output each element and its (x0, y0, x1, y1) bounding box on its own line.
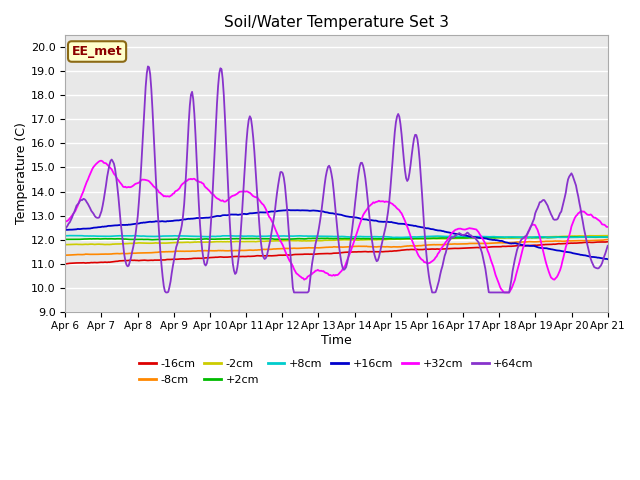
+8cm (366, 234, 374, 240)
Legend: -16cm, -8cm, -2cm, +2cm, +8cm, +16cm, +32cm, +64cm: -16cm, -8cm, -2cm, +2cm, +8cm, +16cm, +3… (135, 355, 538, 389)
+8cm (72, 233, 79, 239)
-16cm (290, 252, 298, 257)
Line: -16cm: -16cm (65, 242, 608, 264)
+16cm (291, 207, 299, 213)
+32cm (392, 204, 400, 210)
-16cm (391, 248, 399, 254)
Line: +64cm: +64cm (65, 66, 608, 292)
-16cm (460, 245, 468, 251)
Line: +8cm: +8cm (65, 236, 608, 238)
-2cm (290, 238, 298, 243)
-2cm (61, 242, 69, 248)
+64cm (61, 226, 69, 232)
-2cm (365, 237, 372, 242)
+32cm (461, 227, 469, 232)
Line: +16cm: +16cm (65, 210, 608, 259)
+8cm (462, 234, 470, 240)
+64cm (162, 289, 170, 295)
+2cm (291, 236, 299, 241)
+64cm (462, 231, 470, 237)
+8cm (231, 233, 239, 239)
+16cm (392, 220, 400, 226)
-16cm (61, 261, 69, 267)
Line: -2cm: -2cm (65, 236, 608, 245)
-16cm (230, 254, 238, 260)
-16cm (604, 239, 612, 245)
X-axis label: Time: Time (321, 334, 352, 347)
+2cm (366, 236, 374, 242)
+8cm (393, 234, 401, 240)
+16cm (230, 212, 238, 217)
+2cm (555, 234, 563, 240)
+2cm (392, 236, 400, 241)
+32cm (291, 268, 299, 274)
+32cm (61, 219, 69, 225)
+2cm (604, 234, 612, 240)
Title: Soil/Water Temperature Set 3: Soil/Water Temperature Set 3 (224, 15, 449, 30)
+64cm (144, 63, 152, 69)
+16cm (285, 207, 292, 213)
+64cm (393, 114, 401, 120)
+64cm (367, 229, 375, 235)
Y-axis label: Temperature (C): Temperature (C) (15, 122, 28, 225)
+8cm (391, 235, 399, 240)
-16cm (554, 241, 562, 247)
-8cm (554, 238, 562, 244)
Line: -8cm: -8cm (65, 240, 608, 255)
+2cm (231, 236, 239, 241)
+2cm (582, 234, 590, 240)
-8cm (290, 245, 298, 251)
+16cm (461, 232, 469, 238)
-8cm (391, 244, 399, 250)
-8cm (460, 241, 468, 247)
-2cm (391, 236, 399, 242)
+16cm (61, 227, 69, 233)
+32cm (366, 203, 374, 209)
Line: +32cm: +32cm (65, 161, 608, 292)
+16cm (604, 256, 612, 262)
+16cm (555, 248, 563, 253)
-2cm (460, 235, 468, 241)
+32cm (500, 289, 508, 295)
-2cm (554, 234, 562, 240)
+64cm (232, 270, 240, 276)
+2cm (148, 237, 156, 242)
-8cm (61, 252, 69, 258)
+16cm (366, 217, 374, 223)
+32cm (604, 224, 612, 230)
-8cm (604, 237, 612, 242)
+32cm (556, 267, 564, 273)
Text: EE_met: EE_met (72, 45, 122, 58)
+32cm (98, 158, 106, 164)
+8cm (556, 234, 564, 240)
-8cm (365, 244, 372, 250)
+64cm (604, 243, 612, 249)
+64cm (556, 210, 564, 216)
+8cm (61, 233, 69, 239)
+2cm (61, 237, 69, 242)
+2cm (461, 235, 469, 241)
-8cm (230, 248, 238, 253)
+32cm (231, 192, 239, 198)
+64cm (292, 289, 300, 295)
Line: +2cm: +2cm (65, 237, 608, 240)
+8cm (291, 233, 299, 239)
+8cm (604, 234, 612, 240)
-16cm (365, 249, 372, 255)
-2cm (230, 239, 238, 244)
-2cm (604, 233, 612, 239)
